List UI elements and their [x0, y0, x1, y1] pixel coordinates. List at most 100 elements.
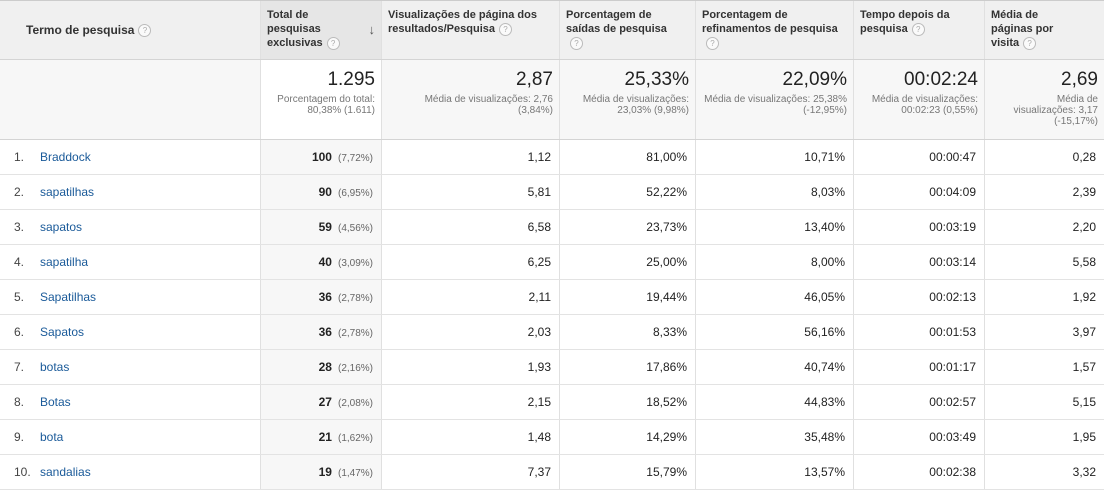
column-header-results-pageviews[interactable]: Visualizações de página dos resultados/P… — [381, 1, 559, 59]
column-header-unique-searches[interactable]: Total de pesquisas exclusivas? ↓ — [260, 1, 381, 59]
summary-cell: 25,33% Média de visualizações: 23,03% (9… — [559, 60, 695, 139]
search-term-link[interactable]: Botas — [40, 395, 71, 409]
column-header-label: Termo de pesquisa — [26, 23, 135, 37]
search-term-link[interactable]: sapatilha — [40, 255, 89, 269]
unique-searches-value: 19 — [318, 465, 332, 479]
unique-searches-percent: (4,56%) — [337, 223, 373, 234]
results-pageviews-cell: 7,37 — [381, 455, 559, 489]
time-after-search-cell: 00:03:49 — [853, 420, 984, 454]
summary-subtext: Média de visualizações: 3,17 (-15,17%) — [1013, 94, 1099, 127]
search-refinements-cell: 44,83% — [695, 385, 853, 419]
row-index: 9. — [14, 430, 25, 444]
table-row: 7. botas 28 (2,16%) 1,93 17,86% 40,74% 00:… — [0, 350, 1104, 385]
unique-searches-percent: (1,47%) — [337, 468, 373, 479]
search-exits-cell: 15,79% — [559, 455, 695, 489]
pages-per-visit-cell: 1,92 — [984, 280, 1104, 314]
unique-searches-value: 100 — [311, 150, 332, 164]
time-after-search-cell: 00:00:47 — [853, 140, 984, 174]
summary-subtext: Média de visualizações: 23,03% (9,98%) — [582, 94, 689, 116]
search-term-link[interactable]: bota — [40, 430, 64, 444]
time-after-search-cell: 00:01:17 — [853, 350, 984, 384]
search-term-link[interactable]: botas — [40, 360, 70, 374]
search-exits-cell: 23,73% — [559, 210, 695, 244]
unique-searches-cell: 90 (6,95%) — [260, 175, 381, 209]
column-header-label: Porcentagem de refinamentos de pesquisa — [702, 9, 838, 35]
time-after-search-cell: 00:01:53 — [853, 315, 984, 349]
sort-descending-icon[interactable]: ↓ — [368, 22, 376, 37]
summary-value: 2,69 — [1061, 69, 1098, 90]
search-term-link[interactable]: sandalias — [40, 465, 91, 479]
term-cell: 5. Sapatilhas — [0, 280, 260, 314]
table-header: Termo de pesquisa? Total de pesquisas ex… — [0, 1, 1104, 60]
column-header-time-after-search[interactable]: Tempo depois da pesquisa? — [853, 1, 984, 59]
time-after-search-cell: 00:03:19 — [853, 210, 984, 244]
search-term-link[interactable]: sapatos — [40, 220, 83, 234]
help-icon[interactable]: ? — [499, 22, 512, 36]
search-refinements-cell: 8,03% — [695, 175, 853, 209]
unique-searches-percent: (2,16%) — [337, 363, 373, 374]
unique-searches-value: 21 — [318, 430, 332, 444]
pages-per-visit-cell: 2,20 — [984, 210, 1104, 244]
unique-searches-value: 28 — [318, 360, 332, 374]
results-pageviews-cell: 2,11 — [381, 280, 559, 314]
pages-per-visit-cell: 5,15 — [984, 385, 1104, 419]
row-index: 10. — [14, 465, 31, 479]
column-header-search-term[interactable]: Termo de pesquisa? — [0, 1, 260, 59]
unique-searches-cell: 21 (1,62%) — [260, 420, 381, 454]
table-row: 2. sapatilhas 90 (6,95%) 5,81 52,22% 8,03%… — [0, 175, 1104, 210]
summary-value: 00:02:24 — [904, 69, 978, 90]
term-cell: 9. bota — [0, 420, 260, 454]
results-pageviews-cell: 6,58 — [381, 210, 559, 244]
search-term-link[interactable]: Braddock — [40, 150, 91, 164]
unique-searches-percent: (2,78%) — [337, 328, 373, 339]
search-refinements-cell: 8,00% — [695, 245, 853, 279]
summary-value: 2,87 — [516, 69, 553, 90]
search-exits-cell: 25,00% — [559, 245, 695, 279]
search-refinements-cell: 56,16% — [695, 315, 853, 349]
unique-searches-cell: 40 (3,09%) — [260, 245, 381, 279]
unique-searches-percent: (1,62%) — [337, 433, 373, 444]
summary-cell: 2,87 Média de visualizações: 2,76 (3,84%… — [381, 60, 559, 139]
search-exits-cell: 17,86% — [559, 350, 695, 384]
table-row: 4. sapatilha 40 (3,09%) 6,25 25,00% 8,00% … — [0, 245, 1104, 280]
column-header-pages-per-visit[interactable]: Média de páginas por visita? — [984, 1, 1104, 59]
term-cell: 4. sapatilha — [0, 245, 260, 279]
results-pageviews-cell: 6,25 — [381, 245, 559, 279]
unique-searches-cell: 59 (4,56%) — [260, 210, 381, 244]
unique-searches-cell: 28 (2,16%) — [260, 350, 381, 384]
table-row: 8. Botas 27 (2,08%) 2,15 18,52% 44,83% 00:… — [0, 385, 1104, 420]
term-cell: 10. sandalias — [0, 455, 260, 489]
help-icon[interactable]: ? — [138, 24, 152, 38]
column-header-search-refinements[interactable]: Porcentagem de refinamentos de pesquisa … — [695, 1, 853, 59]
help-icon[interactable]: ? — [326, 36, 340, 50]
row-index: 1. — [14, 150, 25, 164]
row-index: 8. — [14, 395, 25, 409]
time-after-search-cell: 00:02:38 — [853, 455, 984, 489]
unique-searches-cell: 36 (2,78%) — [260, 315, 381, 349]
help-icon[interactable]: ? — [570, 36, 583, 50]
term-cell: 8. Botas — [0, 385, 260, 419]
term-cell: 1. Braddock — [0, 140, 260, 174]
row-index: 2. — [14, 185, 25, 199]
help-icon[interactable]: ? — [1023, 36, 1037, 50]
term-cell: 2. sapatilhas — [0, 175, 260, 209]
term-cell: 7. botas — [0, 350, 260, 384]
search-term-link[interactable]: Sapatos — [40, 325, 85, 339]
help-icon[interactable]: ? — [911, 22, 925, 36]
unique-searches-cell: 27 (2,08%) — [260, 385, 381, 419]
unique-searches-value: 27 — [318, 395, 332, 409]
search-term-link[interactable]: Sapatilhas — [40, 290, 97, 304]
summary-subtext: Média de visualizações: 25,38% (-12,95%) — [704, 94, 847, 116]
search-refinements-cell: 35,48% — [695, 420, 853, 454]
column-header-label: Tempo depois da pesquisa — [860, 9, 950, 35]
time-after-search-cell: 00:02:57 — [853, 385, 984, 419]
summary-subtext: Porcentagem do total: 80,38% (1.611) — [277, 94, 375, 116]
summary-value: 22,09% — [782, 69, 847, 90]
column-header-search-exits[interactable]: Porcentagem de saídas de pesquisa ? — [559, 1, 695, 59]
unique-searches-cell: 100 (7,72%) — [260, 140, 381, 174]
search-term-link[interactable]: sapatilhas — [40, 185, 95, 199]
search-refinements-cell: 10,71% — [695, 140, 853, 174]
table-row: 1. Braddock 100 (7,72%) 1,12 81,00% 10,71%… — [0, 140, 1104, 175]
pages-per-visit-cell: 5,58 — [984, 245, 1104, 279]
help-icon[interactable]: ? — [706, 36, 719, 50]
